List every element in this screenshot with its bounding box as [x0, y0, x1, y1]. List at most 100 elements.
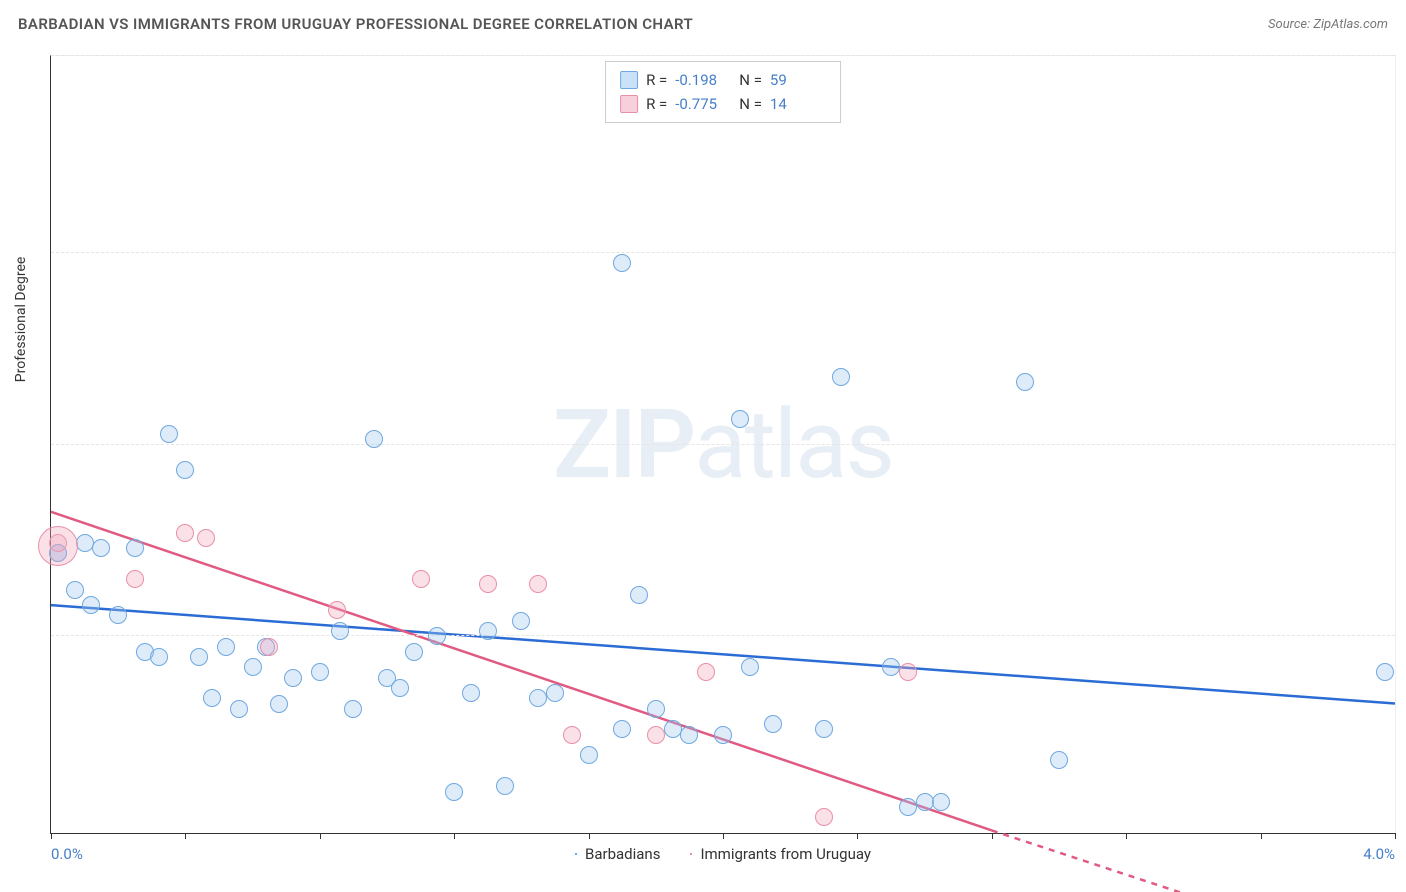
data-point — [331, 622, 349, 640]
data-point — [217, 638, 235, 656]
data-point — [126, 570, 144, 588]
gridline — [51, 55, 1395, 56]
data-point — [1050, 751, 1068, 769]
data-point — [741, 658, 759, 676]
data-point — [916, 793, 934, 811]
data-point — [311, 663, 329, 681]
series-legend: Barbadians Immigrants from Uruguay — [575, 845, 871, 863]
data-point — [428, 627, 446, 645]
data-point — [365, 430, 383, 448]
data-point — [697, 663, 715, 681]
data-point — [176, 461, 194, 479]
data-point — [512, 612, 530, 630]
x-tick — [1395, 833, 1396, 839]
y-axis-title: Professional Degree — [13, 256, 29, 382]
x-tick — [589, 833, 590, 839]
x-tick — [992, 833, 993, 839]
chart-source: Source: ZipAtlas.com — [1268, 17, 1388, 32]
swatch-blue — [620, 71, 638, 89]
data-point — [82, 596, 100, 614]
data-point — [190, 648, 208, 666]
data-point — [899, 798, 917, 816]
data-point — [76, 534, 94, 552]
data-point — [260, 638, 278, 656]
data-point — [405, 643, 423, 661]
data-point — [479, 622, 497, 640]
data-point — [613, 720, 631, 738]
trend-line — [992, 830, 1362, 892]
stats-row: R = -0.775 N = 14 — [620, 92, 826, 116]
data-point — [203, 689, 221, 707]
x-tick — [454, 833, 455, 839]
data-point — [529, 575, 547, 593]
y-tick-label: 3.8% — [1401, 612, 1406, 628]
chart-plot-area: ZIPatlas R = -0.198 N = 59 R = -0.775 N … — [50, 55, 1396, 834]
data-point — [647, 700, 665, 718]
data-point — [899, 663, 917, 681]
x-tick — [857, 833, 858, 839]
data-point — [391, 679, 409, 697]
trend-line — [51, 512, 992, 831]
legend-item: Barbadians — [575, 845, 660, 863]
data-point — [126, 539, 144, 557]
data-point — [38, 526, 78, 566]
swatch-pink — [690, 853, 692, 855]
data-point — [664, 720, 682, 738]
data-point — [197, 529, 215, 547]
data-point — [680, 726, 698, 744]
data-point — [815, 808, 833, 826]
data-point — [230, 700, 248, 718]
trend-line — [51, 605, 1395, 703]
x-tick — [1126, 833, 1127, 839]
x-axis-max-label: 4.0% — [1363, 845, 1395, 863]
data-point — [714, 726, 732, 744]
data-point — [176, 524, 194, 542]
x-tick — [185, 833, 186, 839]
data-point — [160, 425, 178, 443]
data-point — [882, 658, 900, 676]
y-tick-label: 11.2% — [1401, 229, 1406, 245]
data-point — [563, 726, 581, 744]
y-tick-label: 15.0% — [1401, 32, 1406, 48]
data-point — [647, 726, 665, 744]
data-point — [270, 695, 288, 713]
data-point — [1376, 663, 1394, 681]
data-point — [92, 539, 110, 557]
data-point — [284, 669, 302, 687]
data-point — [932, 793, 950, 811]
data-point — [630, 586, 648, 604]
x-axis-min-label: 0.0% — [51, 845, 83, 863]
data-point — [344, 700, 362, 718]
x-tick — [723, 833, 724, 839]
data-point — [580, 746, 598, 764]
chart-header: BARBADIAN VS IMMIGRANTS FROM URUGUAY PRO… — [0, 0, 1406, 48]
data-point — [66, 581, 84, 599]
data-point — [109, 606, 127, 624]
data-point — [1016, 373, 1034, 391]
data-point — [496, 777, 514, 795]
gridline — [51, 252, 1395, 253]
y-tick-label: 7.5% — [1401, 421, 1406, 437]
x-tick — [320, 833, 321, 839]
data-point — [731, 410, 749, 428]
data-point — [462, 684, 480, 702]
data-point — [529, 689, 547, 707]
swatch-blue — [575, 853, 577, 855]
data-point — [150, 648, 168, 666]
data-point — [832, 368, 850, 386]
data-point — [244, 658, 262, 676]
trend-lines — [51, 56, 1395, 833]
data-point — [764, 715, 782, 733]
data-point — [445, 783, 463, 801]
legend-item: Immigrants from Uruguay — [690, 845, 871, 863]
gridline — [51, 444, 1395, 445]
chart-title: BARBADIAN VS IMMIGRANTS FROM URUGUAY PRO… — [18, 15, 693, 33]
x-tick — [1261, 833, 1262, 839]
correlation-stats-box: R = -0.198 N = 59 R = -0.775 N = 14 — [605, 61, 841, 123]
gridline — [51, 635, 1395, 636]
x-tick — [51, 833, 52, 839]
stats-row: R = -0.198 N = 59 — [620, 68, 826, 92]
data-point — [412, 570, 430, 588]
data-point — [546, 684, 564, 702]
data-point — [613, 254, 631, 272]
